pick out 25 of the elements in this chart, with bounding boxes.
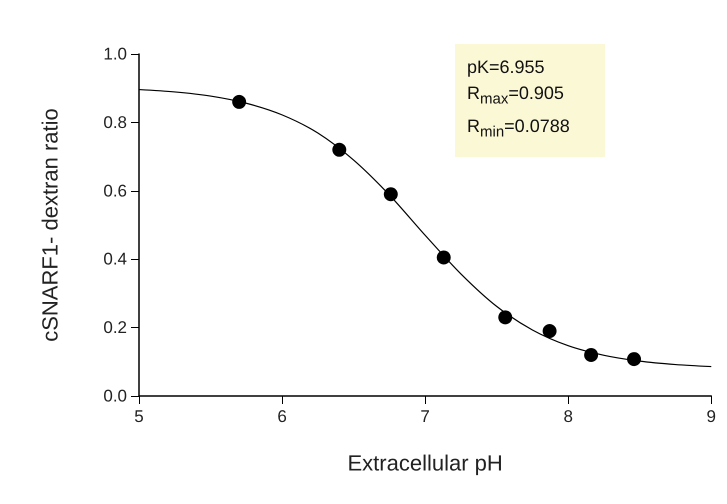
point	[627, 352, 642, 366]
y-tick-label: 0.2	[103, 318, 127, 338]
point	[232, 94, 246, 109]
x-tick-label: 7	[420, 407, 430, 426]
point	[498, 310, 512, 324]
annotation: pK=6.955	[467, 56, 546, 79]
x-tick-label: 8	[563, 407, 573, 426]
y-axis-title: cSNARF1- dextran ratio	[38, 108, 62, 342]
point	[542, 324, 557, 338]
y-tick-label: 0.8	[103, 112, 127, 132]
point	[584, 348, 598, 362]
y-tick-label: 0.6	[103, 181, 127, 200]
y-tick-label: 0.4	[103, 250, 127, 269]
x-tick-label: 6	[277, 407, 287, 426]
x-tick-label: 9	[706, 407, 716, 426]
note-box: pK=6.955 R$_{max}$=0.905 R$_{min}$=0.0788	[455, 44, 605, 158]
point	[384, 187, 398, 202]
point	[436, 250, 451, 264]
annotation: R$_{max}$=0.905	[467, 82, 565, 110]
y-tick-label: 1.0	[103, 44, 127, 64]
x-tick-label: 5	[134, 407, 144, 426]
y-tick-label: 0.0	[103, 386, 127, 406]
point	[332, 142, 346, 157]
x-axis-title: Extracellular pH	[347, 450, 503, 476]
annotation: R$_{min}$=0.0788	[467, 114, 571, 142]
